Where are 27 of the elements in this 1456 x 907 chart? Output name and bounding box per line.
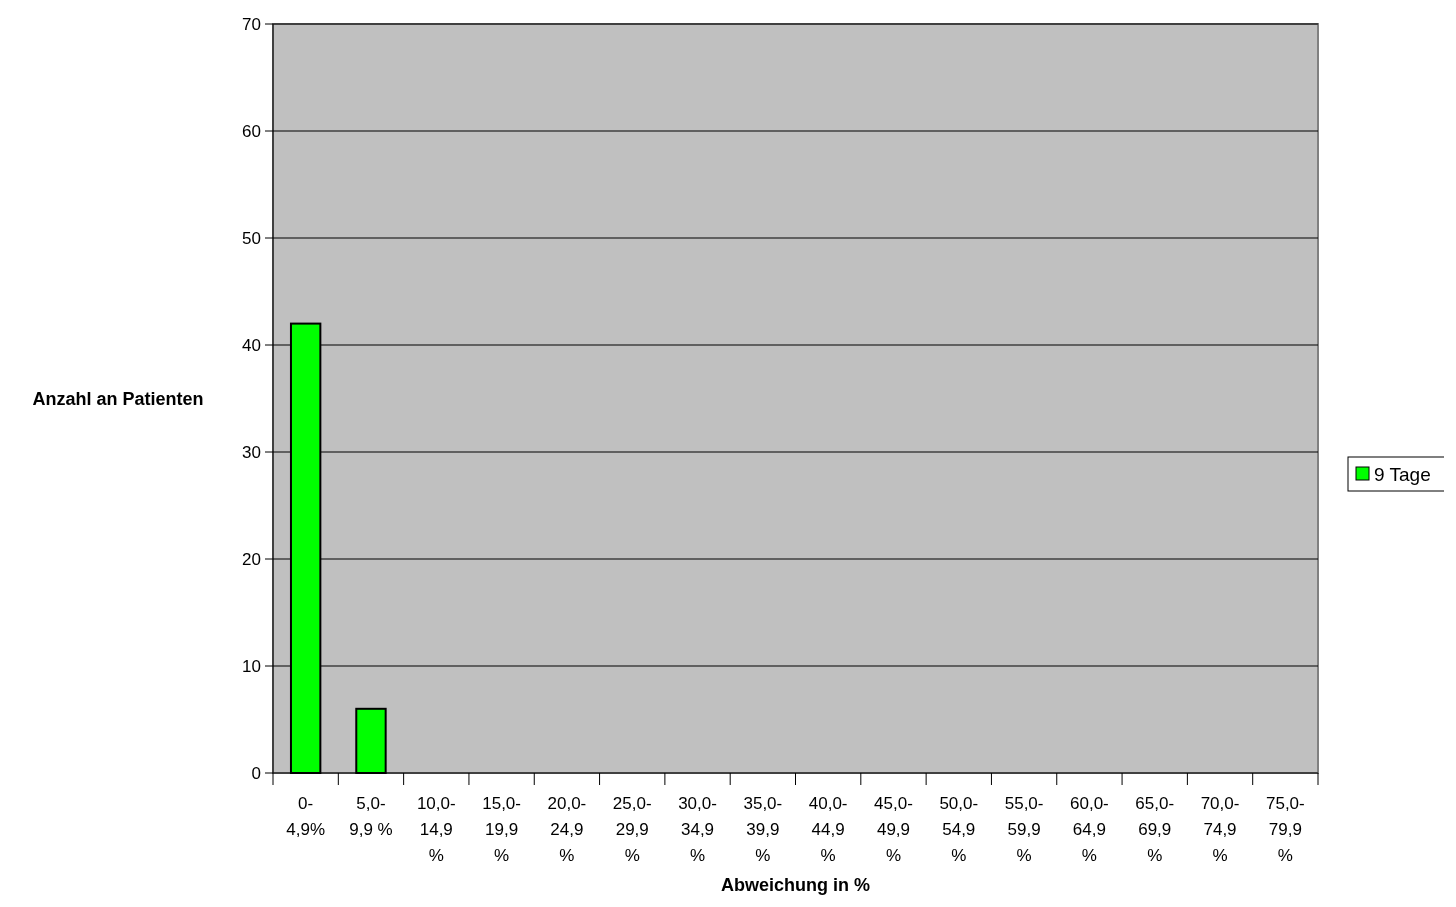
x-tick-label: 5,0-9,9 % bbox=[349, 794, 393, 839]
x-tick-label: 30,0-34,9 % bbox=[678, 794, 717, 865]
x-tick-label: 70,0-74,9 % bbox=[1200, 794, 1240, 865]
x-tick-label: 65,0-69,9 % bbox=[1135, 794, 1175, 865]
y-tick-label: 60 bbox=[242, 121, 261, 141]
x-tick-label: 10,0-14,9 % bbox=[416, 794, 456, 865]
x-tick-label: 60,0-64,9 % bbox=[1070, 794, 1109, 865]
x-tick-label: 0-4,9% bbox=[286, 794, 326, 839]
y-tick-label: 30 bbox=[242, 442, 261, 462]
x-tick-label: 25,0-29,9 % bbox=[612, 794, 652, 865]
x-tick-label: 45,0-49,9 % bbox=[874, 794, 913, 865]
y-tick-label: 10 bbox=[242, 656, 261, 676]
y-tick-label: 70 bbox=[242, 14, 261, 34]
y-tick-label: 20 bbox=[242, 549, 261, 569]
x-tick-label: 55,0-59,9 % bbox=[1004, 794, 1044, 865]
x-tick-label: 20,0-24,9 % bbox=[547, 794, 587, 865]
x-tick-label: 15,0-19,9 % bbox=[482, 794, 521, 865]
x-tick-label: 35,0-39,9 % bbox=[743, 794, 783, 865]
y-tick-label: 50 bbox=[242, 228, 261, 248]
y-axis-title: Anzahl an Patienten bbox=[32, 388, 204, 409]
y-tick-label: 0 bbox=[251, 763, 261, 783]
x-tick-label: 50,0-54,9 % bbox=[939, 794, 979, 865]
y-tick-label: 40 bbox=[242, 335, 261, 355]
x-axis-title: Abweichung in % bbox=[720, 875, 871, 895]
x-tick-label: 75,0-79,9 % bbox=[1265, 794, 1305, 865]
legend-label: 9 Tage bbox=[1374, 463, 1431, 485]
x-tick-label: 40,0-44,9 % bbox=[808, 794, 848, 865]
